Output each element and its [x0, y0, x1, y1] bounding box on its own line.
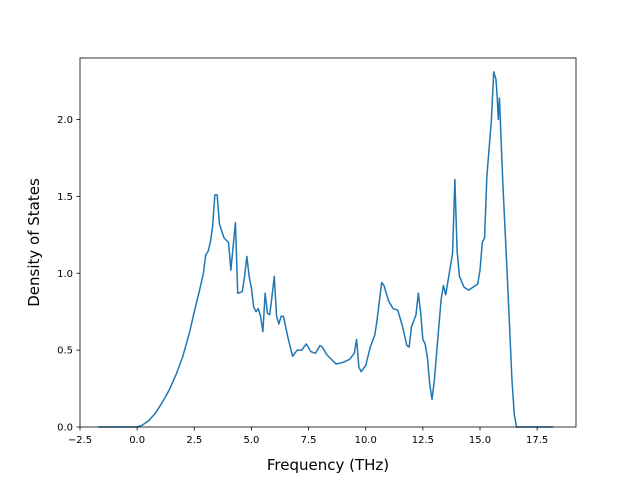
y-tick-label: 2.0	[57, 115, 73, 126]
x-tick-label: 12.5	[412, 435, 434, 446]
x-tick-label: 5.0	[243, 435, 259, 446]
y-axis: 0.0 0.5 1.0 1.5 2.0	[57, 115, 80, 434]
x-tick-label: 17.5	[526, 435, 548, 446]
x-tick-label: 2.5	[186, 435, 202, 446]
y-tick-label: 1.0	[57, 269, 73, 280]
x-tick-label: −2.5	[68, 435, 92, 446]
y-tick-label: 0.5	[57, 346, 73, 357]
y-axis-label: Density of States	[25, 178, 43, 307]
x-tick-label: 10.0	[355, 435, 377, 446]
x-axis-label: Frequency (THz)	[267, 456, 389, 474]
x-tick-label: 0.0	[129, 435, 145, 446]
x-tick-label: 7.5	[301, 435, 317, 446]
plot-area	[98, 71, 554, 428]
x-tick-label: 15.0	[469, 435, 491, 446]
y-tick-label: 0.0	[57, 423, 73, 434]
axes-frame	[79, 57, 577, 428]
y-tick-label: 1.5	[57, 192, 73, 203]
dos-series-line	[98, 71, 554, 428]
x-axis: −2.5 0.0 2.5 5.0 7.5 10.0 12.5 15.0 17.5	[68, 427, 548, 446]
